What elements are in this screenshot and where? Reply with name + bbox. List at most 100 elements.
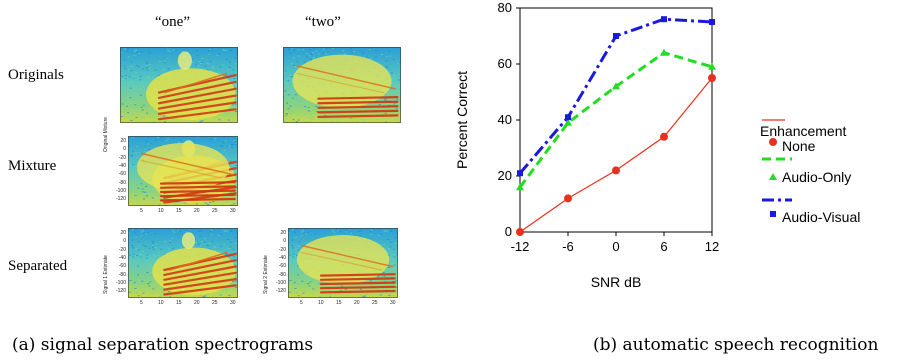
- spectrogram-y-tick: -60: [278, 263, 286, 270]
- spectrogram-y-tick: -100: [115, 279, 126, 286]
- data-point: [613, 33, 619, 39]
- spectrogram-y-tick: -120: [275, 288, 286, 295]
- chart-axes: 0 20 40 60 80 -12 -6 0 6 12: [498, 0, 720, 254]
- spectrogram-mixture: [128, 136, 238, 206]
- spectrogram-x-tick: 20: [194, 208, 200, 214]
- x-tick-label: 6: [660, 239, 667, 254]
- spectrogram-separated-two: [288, 228, 398, 298]
- spectrogram-y-tick: -100: [275, 279, 286, 286]
- spectrogram-original-one: [120, 47, 238, 123]
- legend-item: None: [762, 119, 816, 154]
- spectrogram-x-tick: 5: [140, 208, 143, 214]
- spectrogram-x-tick: 5: [300, 300, 303, 306]
- y-tick-label: 60: [498, 56, 512, 71]
- caption-a: (a) signal separation spectrograms: [12, 335, 314, 355]
- spectrogram-x-tick: 15: [336, 300, 342, 306]
- legend-marker: [770, 211, 776, 217]
- legend-label: Audio-Visual: [782, 209, 860, 225]
- spectrogram-x-tick: 30: [230, 208, 236, 214]
- data-point: [564, 118, 572, 126]
- spectrogram-x-tick: 20: [354, 300, 360, 306]
- spectrogram-y-tick: -40: [118, 254, 126, 261]
- asr-line-chart: 0 20 40 60 80 -12 -6 0 6 12 Percent Correct SNR dB E…: [454, 0, 860, 290]
- column-label-one: “one”: [155, 14, 190, 30]
- spectrogram-x-tick: 25: [372, 300, 378, 306]
- row-label-originals: Originals: [8, 67, 64, 83]
- spectrogram-x-tick: 10: [158, 208, 164, 214]
- spectrogram-x-tick: 15: [176, 208, 182, 214]
- plot-frame: [519, 7, 713, 233]
- data-point: [708, 62, 716, 70]
- separated-axis-label-2: Signal 2 Estimate: [263, 255, 269, 294]
- x-tick-label: -12: [511, 239, 530, 254]
- spectrogram-y-tick: -40: [118, 162, 126, 169]
- spectrogram-original-two: [283, 47, 401, 123]
- legend-marker: [769, 138, 777, 146]
- data-point: [565, 114, 571, 121]
- legend-title: Enhancement: [760, 123, 847, 139]
- x-tick-label: -6: [562, 239, 574, 254]
- spectrogram-x-tick: 15: [176, 300, 182, 306]
- spectrogram-y-tick: -100: [115, 187, 126, 194]
- spectrogram-y-tick: -40: [278, 254, 286, 261]
- spectrogram-y-tick: 0: [123, 238, 126, 245]
- legend-item: Audio-Only: [762, 157, 851, 185]
- data-point: [612, 82, 620, 90]
- data-point: [709, 19, 715, 25]
- data-point: [612, 166, 620, 175]
- series-line: [519, 77, 713, 233]
- spectrogram-x-tick: 25: [212, 300, 218, 306]
- x-tick-label: 0: [612, 239, 619, 254]
- data-point: [708, 74, 716, 82]
- data-point: [660, 132, 668, 141]
- spectrogram-separated-one: [128, 228, 238, 298]
- spectrogram-y-tick: 0: [283, 238, 286, 245]
- data-point: [516, 183, 524, 191]
- data-point: [661, 16, 667, 23]
- data-point: [660, 48, 668, 56]
- column-label-two: “two”: [305, 14, 341, 30]
- separated-axis-label-1: Signal 1 Estimate: [103, 255, 109, 294]
- data-point: [564, 194, 572, 203]
- x-axis-label: SNR dB: [591, 274, 642, 290]
- x-tick-label: 12: [705, 239, 719, 254]
- spectrogram-y-tick: 20: [120, 138, 126, 144]
- spectrogram-y-tick: 20: [120, 230, 126, 236]
- y-tick-label: 40: [498, 112, 512, 127]
- data-point: [516, 228, 524, 236]
- legend-marker: [769, 173, 777, 180]
- series-audio-only: [516, 48, 716, 191]
- spectrogram-y-tick: -120: [115, 288, 126, 295]
- spectrogram-x-tick: 30: [390, 300, 396, 306]
- spectrogram-y-tick: -60: [118, 171, 126, 178]
- spectrogram-x-tick: 5: [140, 300, 143, 306]
- legend-label: Audio-Only: [782, 169, 851, 185]
- spectrogram-y-tick: -80: [118, 271, 126, 278]
- spectrogram-y-tick: -20: [118, 246, 126, 253]
- row-label-separated: Separated: [8, 258, 68, 274]
- legend-label: None: [782, 138, 816, 154]
- series-audio-visual: [517, 16, 715, 177]
- spectrogram-y-tick: 20: [280, 230, 286, 236]
- spectrogram-x-tick: 10: [318, 300, 324, 306]
- row-label-mixture: Mixture: [8, 158, 57, 174]
- spectrogram-y-tick: -20: [118, 154, 126, 161]
- y-tick-label: 0: [505, 224, 512, 239]
- y-axis-label: Percent Correct: [454, 71, 470, 169]
- y-tick-label: 80: [498, 0, 512, 15]
- caption-b: (b) automatic speech recognition: [593, 335, 879, 355]
- spectrogram-x-tick: 30: [230, 300, 236, 306]
- spectrogram-x-tick: 25: [212, 208, 218, 214]
- spectrogram-y-tick: 0: [123, 146, 126, 153]
- spectrogram-y-tick: -20: [278, 246, 286, 253]
- series-none: [516, 74, 716, 236]
- spectrogram-y-tick: -60: [118, 263, 126, 270]
- spectrogram-x-tick: 10: [158, 300, 164, 306]
- y-tick-label: 20: [498, 168, 512, 183]
- spectrogram-y-tick: -120: [115, 196, 126, 203]
- mixture-axis-label: Original Mixture: [103, 116, 109, 152]
- spectrogram-y-tick: -80: [278, 271, 286, 278]
- spectrogram-y-tick: -80: [118, 179, 126, 186]
- spectrogram-x-tick: 20: [194, 300, 200, 306]
